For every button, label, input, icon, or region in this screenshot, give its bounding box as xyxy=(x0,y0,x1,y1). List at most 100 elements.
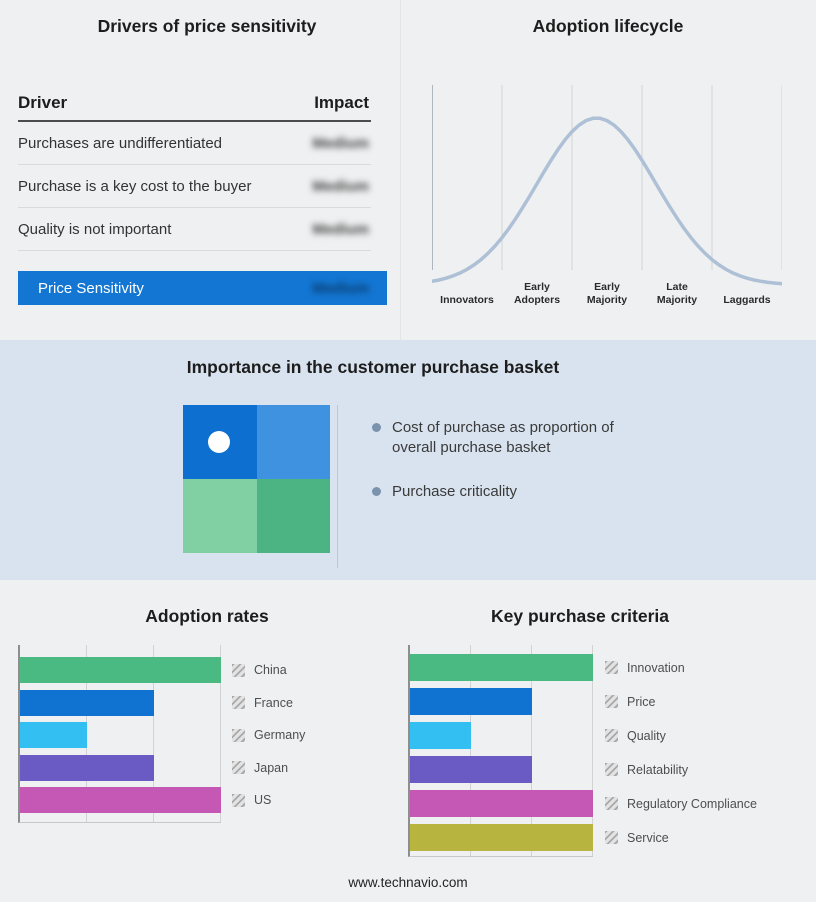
driver-name: Purchases are undifferentiated xyxy=(18,134,223,152)
price-sensitivity-impact-blurred: Medium xyxy=(312,279,369,297)
impact-column-header: Impact xyxy=(314,93,369,112)
driver-name: Purchase is a key cost to the buyer xyxy=(18,177,252,195)
legend-item: Quality xyxy=(605,722,666,749)
drivers-panel-title: Drivers of price sensitivity xyxy=(97,16,317,36)
quadrant-cell xyxy=(183,479,257,553)
stage-label: Late Majority xyxy=(656,280,698,306)
adoption-rates-title: Adoption rates xyxy=(145,606,269,626)
lifecycle-bell-curve xyxy=(432,116,782,286)
legend-label: France xyxy=(254,695,293,710)
legend-item: US xyxy=(232,787,271,813)
adoption-rates-legend: China France Germany Japan US xyxy=(232,645,402,823)
legend-swatch-icon xyxy=(605,763,618,776)
driver-row: Purchases are undifferentiated Medium xyxy=(18,122,371,165)
basket-bullets: Cost of purchase as proportion of overal… xyxy=(372,418,642,527)
bullet-item: Purchase criticality xyxy=(372,482,642,502)
legend-swatch-icon xyxy=(605,729,618,742)
lifecycle-stage-labels: Innovators Early Adopters Early Majority La… xyxy=(432,273,782,307)
legend-swatch-icon xyxy=(605,797,618,810)
drivers-table: Driver Impact Purchases are undifferenti… xyxy=(18,90,371,251)
bar-service xyxy=(410,824,593,851)
driver-name: Quality is not important xyxy=(18,220,172,238)
driver-column-header: Driver xyxy=(18,93,68,112)
bar-germany xyxy=(20,722,87,748)
lifecycle-curve-svg xyxy=(432,85,782,286)
quadrant-cell xyxy=(183,405,257,479)
legend-swatch-icon xyxy=(605,661,618,674)
bar-innovation xyxy=(410,654,593,681)
quadrant-cell xyxy=(256,405,330,479)
lifecycle-panel-title: Adoption lifecycle xyxy=(532,16,684,36)
stage-label: Early Adopters xyxy=(513,280,561,306)
bullet-icon xyxy=(372,423,381,432)
impact-value-blurred: Medium xyxy=(312,134,369,152)
legend-label: Innovation xyxy=(627,660,685,675)
drivers-table-header: Driver Impact xyxy=(18,90,371,122)
basket-title: Importance in the customer purchase bask… xyxy=(186,357,560,377)
legend-swatch-icon xyxy=(605,695,618,708)
gridline xyxy=(220,645,221,822)
adoption-rates-plot xyxy=(18,645,221,823)
legend-swatch-icon xyxy=(232,793,245,807)
driver-row: Purchase is a key cost to the buyer Mediu… xyxy=(18,165,371,208)
legend-label: Service xyxy=(627,830,669,845)
legend-item: Relatability xyxy=(605,756,688,783)
legend-item: France xyxy=(232,690,293,716)
legend-item: Germany xyxy=(232,722,305,748)
quadrant-axis-line xyxy=(337,405,338,568)
legend-label: Relatability xyxy=(627,762,689,777)
bullet-icon xyxy=(372,487,381,496)
legend-swatch-icon xyxy=(232,761,245,774)
top-section-divider xyxy=(400,0,401,340)
criteria-legend: Innovation Price Quality Relatability Regula… xyxy=(605,645,810,857)
gridline xyxy=(531,645,532,856)
legend-swatch-icon xyxy=(232,696,245,709)
legend-swatch-icon xyxy=(232,728,245,742)
basket-quadrant xyxy=(183,405,330,553)
gridline xyxy=(592,645,593,856)
driver-row: Quality is not important Medium xyxy=(18,208,371,251)
bar-us xyxy=(20,787,221,813)
criteria-plot xyxy=(408,645,593,857)
legend-item: Regulatory Compliance xyxy=(605,790,757,817)
stage-label: Innovators xyxy=(440,293,494,306)
bullet-text: Cost of purchase as proportion of overal… xyxy=(392,419,614,456)
stage-label: Laggards xyxy=(723,293,771,306)
bar-china xyxy=(20,657,221,683)
price-sensitivity-row: Price Sensitivity Medium xyxy=(18,271,387,305)
bullet-text: Purchase criticality xyxy=(392,483,518,500)
bar-regulatory-compliance xyxy=(410,790,593,817)
legend-label: Japan xyxy=(254,760,289,775)
legend-label: China xyxy=(254,663,287,677)
legend-label: Quality xyxy=(627,728,666,743)
bullet-item: Cost of purchase as proportion of overal… xyxy=(372,418,642,457)
bar-price xyxy=(410,688,532,715)
impact-value-blurred: Medium xyxy=(312,177,369,195)
legend-swatch-icon xyxy=(605,831,618,844)
footer-url: www.technavio.com xyxy=(348,875,468,890)
legend-label: Regulatory Compliance xyxy=(627,796,757,811)
legend-label: Germany xyxy=(254,728,306,742)
stage-label: Early Majority xyxy=(586,280,628,306)
purchase-basket-band: Importance in the customer purchase bask… xyxy=(0,340,816,580)
legend-item: Innovation xyxy=(605,654,685,681)
lifecycle-chart: Innovators Early Adopters Early Majority La… xyxy=(432,85,782,307)
legend-label: US xyxy=(254,793,272,807)
legend-item: China xyxy=(232,657,287,683)
bar-japan xyxy=(20,754,154,781)
gridline xyxy=(470,645,471,856)
legend-item: Service xyxy=(605,824,669,851)
bar-france xyxy=(20,689,154,716)
gridline xyxy=(153,645,154,822)
bar-quality xyxy=(410,722,471,749)
criteria-title: Key purchase criteria xyxy=(490,606,669,626)
bar-relatability xyxy=(410,756,532,783)
position-marker-dot xyxy=(208,431,230,453)
drivers-table-rows: Purchases are undifferentiated Medium Purc… xyxy=(18,122,371,251)
legend-item: Japan xyxy=(232,755,288,781)
legend-item: Price xyxy=(605,688,655,715)
quadrant-cell xyxy=(256,479,330,553)
price-sensitivity-label: Price Sensitivity xyxy=(38,279,144,297)
legend-swatch-icon xyxy=(232,663,245,677)
